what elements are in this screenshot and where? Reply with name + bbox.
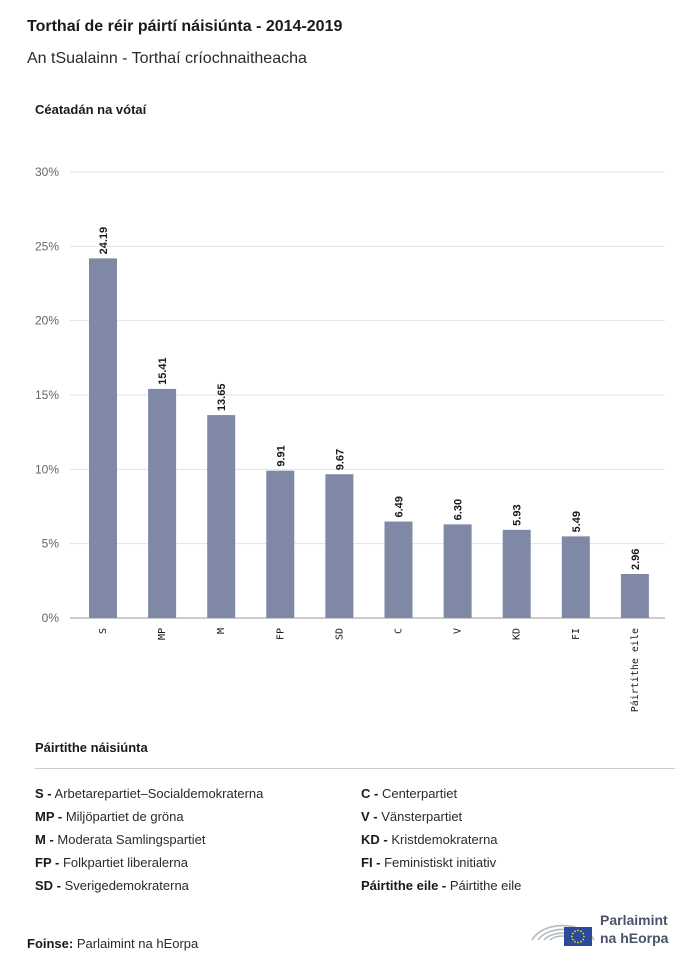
star-icon (580, 930, 582, 933)
bar (207, 415, 236, 618)
source-line: Foinse: Parlaimint na hEorpa (27, 936, 198, 951)
y-tick-label: 5% (42, 537, 60, 551)
source-label: Foinse: (27, 936, 74, 951)
legend-item: KD - Kristdemokraterna (361, 832, 661, 855)
x-tick-label: S (98, 628, 109, 634)
x-tick-label: SD (334, 628, 345, 640)
logo-line-2: na hEorpa (600, 930, 669, 946)
legend-name: Folkpartiet liberalerna (59, 855, 188, 870)
bar (148, 388, 177, 618)
legend-abbr: MP - (35, 809, 63, 824)
x-tick-label: KD (512, 628, 523, 640)
bar-value-label: 9.67 (334, 449, 346, 470)
legend-name: Páirtithe eile (446, 878, 522, 893)
legend-name: Vänsterpartiet (377, 809, 463, 824)
star-icon (582, 938, 585, 941)
bar-value-label: 5.49 (571, 511, 583, 532)
star-icon (580, 940, 582, 943)
bar (384, 521, 413, 618)
star-icon (574, 930, 576, 933)
legend-item: Páirtithe eile - Páirtithe eile (361, 878, 661, 901)
legend-item: S - Arbetarepartiet–Socialdemokraterna (35, 786, 361, 809)
legend-item: MP - Miljöpartiet de gröna (35, 809, 361, 832)
legend-abbr: M - (35, 832, 54, 847)
y-tick-label: 30% (35, 165, 59, 179)
bar-value-label: 6.30 (453, 499, 465, 520)
legend: S - Arbetarepartiet–Socialdemokraterna MP… (35, 786, 655, 901)
x-tick-label: FI (571, 628, 582, 640)
bar-value-label: 9.91 (275, 445, 287, 466)
bar-value-label: 15.41 (157, 357, 169, 385)
bar-value-label: 6.49 (394, 496, 406, 517)
bar (325, 474, 354, 618)
legend-title: Páirtithe náisiúnta (35, 740, 148, 755)
legend-abbr: S - (35, 786, 52, 801)
legend-name: Feministiskt initiativ (380, 855, 497, 870)
y-tick-label: 15% (35, 388, 59, 402)
star-icon (583, 935, 585, 938)
x-tick-labels: S MP M FP SD C V KD FI Páirtithe eile (98, 628, 641, 712)
bar (502, 529, 531, 618)
legend-abbr: C - (361, 786, 379, 801)
bar-value-label: 13.65 (216, 384, 228, 412)
legend-item: V - Vänsterpartiet (361, 809, 661, 832)
hemicycle-icon (531, 924, 595, 946)
legend-name: Kristdemokraterna (387, 832, 498, 847)
logo-line-1: Parlaimint (600, 912, 668, 928)
eu-flag-icon (564, 927, 592, 946)
legend-name: Sverigedemokraterna (61, 878, 189, 893)
x-tick-label: M (216, 628, 227, 634)
legend-abbr: KD - (361, 832, 388, 847)
y-tick-label: 10% (35, 462, 59, 476)
legend-name: Miljöpartiet de gröna (62, 809, 184, 824)
bars (89, 258, 649, 618)
y-tick-label: 0% (42, 611, 60, 625)
bar (620, 573, 649, 618)
star-icon (571, 932, 574, 935)
chart-title: Torthaí de réir páirtí náisiúnta - 2014-… (27, 18, 343, 35)
chart-subtitle: An tSualainn - Torthaí críochnaitheacha (27, 50, 307, 67)
y-tick-label: 25% (35, 239, 59, 253)
x-tick-label: MP (157, 628, 168, 640)
legend-item: SD - Sverigedemokraterna (35, 878, 361, 901)
legend-item: C - Centerpartiet (361, 786, 661, 809)
bar-value-label: 2.96 (630, 549, 642, 570)
value-labels: 24.19 15.41 13.65 9.91 9.67 6.49 6.30 5.93 5.49 2… (98, 227, 642, 570)
legend-abbr: V - (361, 809, 378, 824)
legend-name: Arbetarepartiet–Socialdemokraterna (51, 786, 264, 801)
star-icon (571, 938, 574, 941)
star-icon (582, 932, 585, 935)
y-axis-label: Céatadán na vótaí (35, 102, 147, 117)
legend-abbr: FP - (35, 855, 60, 870)
bar (443, 524, 472, 618)
legend-item: FI - Feministiskt initiativ (361, 855, 661, 878)
bar-chart: 0% 5% 10% 15% 20% 25% 30% 24.19 15.41 13.65 9.91 9… (35, 165, 665, 712)
european-parliament-logo: Parlaimint na hEorpa (528, 908, 678, 952)
star-icon (577, 929, 579, 932)
star-icon (571, 935, 573, 938)
bar-value-label: 5.93 (512, 504, 524, 525)
y-tick-labels: 0% 5% 10% 15% 20% 25% 30% (35, 165, 59, 625)
x-tick-label: FP (275, 628, 286, 640)
x-tick-label: V (453, 628, 464, 634)
legend-name: Moderata Samlingspartiet (53, 832, 206, 847)
bar (266, 470, 295, 618)
bar (561, 536, 590, 618)
legend-name: Centerpartiet (378, 786, 458, 801)
y-tick-label: 20% (35, 314, 59, 328)
star-icon (574, 940, 576, 943)
star-icon (577, 941, 579, 944)
x-tick-label: C (394, 628, 405, 634)
source-text: Parlaimint na hEorpa (76, 936, 199, 951)
bar-value-label: 24.19 (98, 227, 110, 255)
x-tick-label: Páirtithe eile (629, 628, 641, 712)
bar (89, 258, 117, 618)
legend-item: M - Moderata Samlingspartiet (35, 832, 361, 855)
legend-divider (35, 768, 675, 769)
legend-abbr: FI - (361, 855, 381, 870)
legend-abbr: SD - (35, 878, 61, 893)
legend-abbr: Páirtithe eile - (361, 878, 447, 893)
legend-item: FP - Folkpartiet liberalerna (35, 855, 361, 878)
